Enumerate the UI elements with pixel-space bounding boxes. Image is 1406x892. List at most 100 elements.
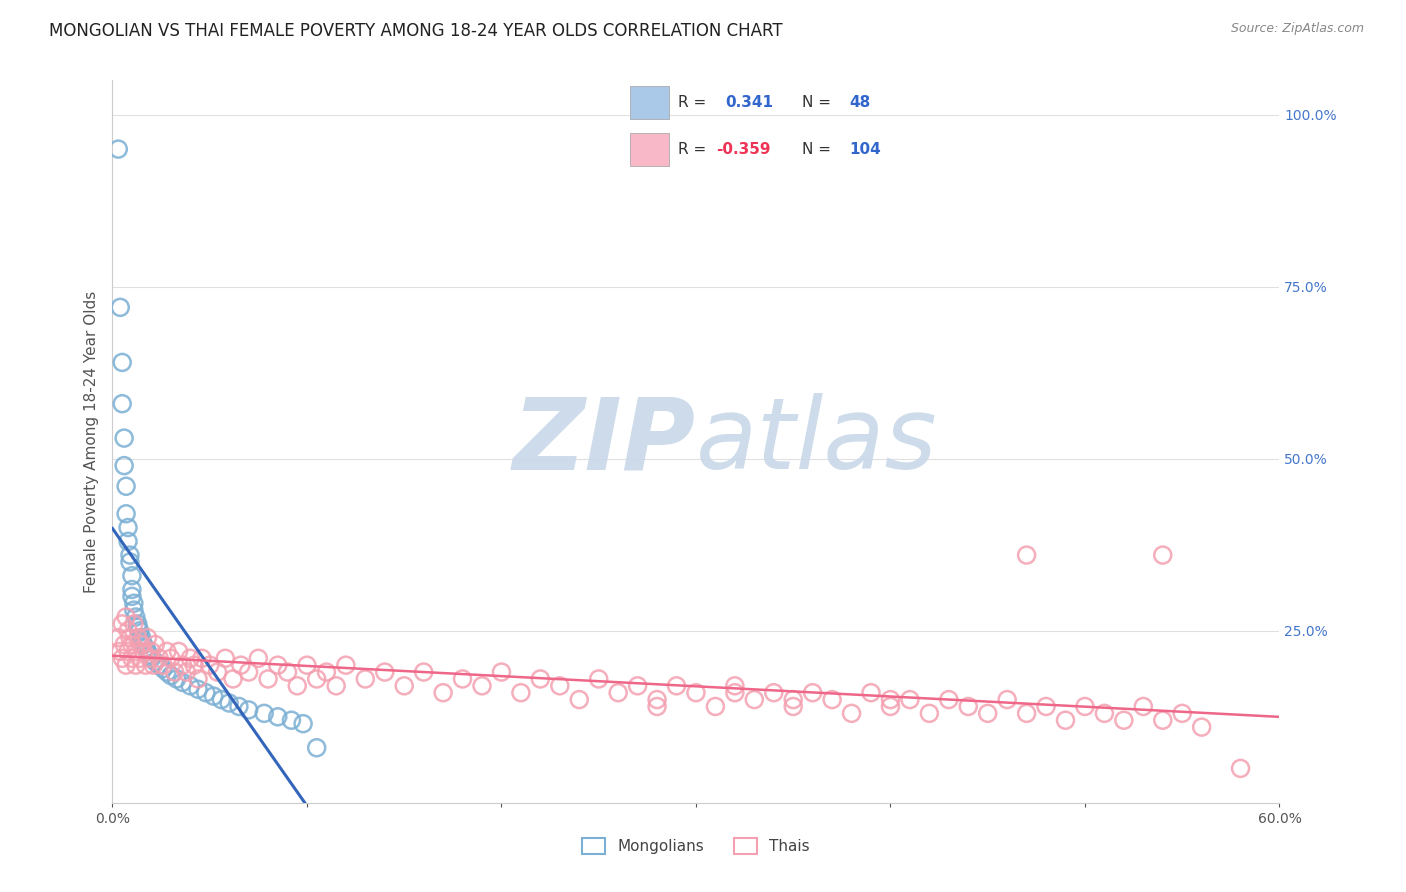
Point bbox=[179, 651, 201, 665]
Point bbox=[131, 634, 153, 648]
Point bbox=[1015, 706, 1038, 721]
Point bbox=[131, 638, 153, 652]
Point bbox=[976, 706, 998, 721]
Text: ZIP: ZIP bbox=[513, 393, 696, 490]
Point bbox=[141, 651, 163, 665]
Point bbox=[229, 658, 252, 673]
Point bbox=[724, 679, 747, 693]
Point bbox=[588, 672, 610, 686]
Point bbox=[374, 665, 396, 679]
Point bbox=[118, 555, 141, 569]
Point bbox=[285, 679, 308, 693]
Point bbox=[117, 644, 139, 658]
Point bbox=[704, 699, 727, 714]
Point bbox=[295, 658, 318, 673]
Point bbox=[1229, 761, 1251, 775]
Point bbox=[127, 631, 149, 645]
Point bbox=[111, 355, 134, 369]
Point bbox=[1074, 699, 1097, 714]
Point bbox=[305, 672, 328, 686]
Point bbox=[160, 651, 183, 665]
Point bbox=[110, 644, 132, 658]
Point bbox=[412, 665, 434, 679]
Point bbox=[451, 672, 474, 686]
Text: atlas: atlas bbox=[696, 393, 938, 490]
Point bbox=[209, 692, 232, 706]
Point bbox=[125, 658, 148, 673]
Y-axis label: Female Poverty Among 18-24 Year Olds: Female Poverty Among 18-24 Year Olds bbox=[83, 291, 98, 592]
Point bbox=[568, 692, 591, 706]
Point bbox=[724, 686, 747, 700]
Point bbox=[176, 665, 198, 679]
Point bbox=[166, 672, 188, 686]
Point bbox=[115, 479, 138, 493]
Point bbox=[125, 644, 148, 658]
Point bbox=[143, 638, 166, 652]
Point bbox=[122, 603, 145, 617]
Point bbox=[1152, 713, 1174, 727]
Point bbox=[898, 692, 921, 706]
Point bbox=[128, 651, 150, 665]
Point bbox=[194, 686, 217, 700]
Legend: Mongolians, Thais: Mongolians, Thais bbox=[575, 832, 817, 860]
Point bbox=[115, 610, 138, 624]
Point bbox=[292, 716, 315, 731]
Point bbox=[136, 631, 159, 645]
Point bbox=[305, 740, 328, 755]
Bar bbox=[630, 87, 669, 119]
Point bbox=[127, 620, 149, 634]
Point bbox=[645, 692, 668, 706]
Point bbox=[163, 665, 186, 679]
Point bbox=[238, 703, 260, 717]
Point bbox=[143, 655, 166, 669]
Point bbox=[122, 616, 145, 631]
Point bbox=[110, 301, 132, 315]
Point bbox=[762, 686, 785, 700]
Bar bbox=[630, 133, 669, 166]
Point bbox=[121, 582, 143, 597]
Point bbox=[267, 710, 290, 724]
Point bbox=[276, 665, 298, 679]
Point bbox=[179, 679, 201, 693]
Point bbox=[354, 672, 377, 686]
Point bbox=[128, 624, 150, 638]
Point bbox=[645, 699, 668, 714]
Point bbox=[118, 631, 141, 645]
Point bbox=[222, 672, 245, 686]
Point bbox=[280, 713, 302, 727]
Point bbox=[142, 658, 165, 673]
Point bbox=[132, 644, 155, 658]
Point bbox=[207, 665, 229, 679]
Point bbox=[187, 672, 209, 686]
Point bbox=[117, 534, 139, 549]
Point bbox=[841, 706, 863, 721]
Point bbox=[117, 624, 139, 638]
Point bbox=[1152, 548, 1174, 562]
Point bbox=[801, 686, 824, 700]
Point bbox=[112, 458, 135, 473]
Point bbox=[1191, 720, 1213, 734]
Point bbox=[112, 431, 135, 445]
Point bbox=[172, 675, 194, 690]
Point bbox=[172, 658, 194, 673]
Point bbox=[125, 610, 148, 624]
Point bbox=[860, 686, 883, 700]
Text: -0.359: -0.359 bbox=[716, 142, 770, 157]
Point bbox=[121, 590, 143, 604]
Point bbox=[112, 638, 135, 652]
Point bbox=[202, 689, 225, 703]
Point bbox=[1112, 713, 1135, 727]
Point bbox=[156, 644, 179, 658]
Point bbox=[821, 692, 844, 706]
Point bbox=[136, 644, 159, 658]
Point bbox=[121, 638, 143, 652]
Point bbox=[938, 692, 960, 706]
Point bbox=[117, 520, 139, 534]
Point bbox=[135, 640, 157, 655]
Point bbox=[957, 699, 980, 714]
Text: N =: N = bbox=[801, 95, 831, 110]
Point bbox=[111, 397, 134, 411]
Point bbox=[325, 679, 347, 693]
Point bbox=[394, 679, 416, 693]
Point bbox=[918, 706, 941, 721]
